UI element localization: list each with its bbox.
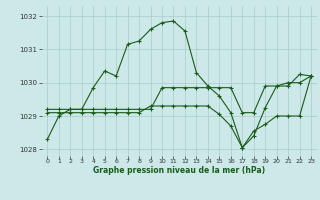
X-axis label: Graphe pression niveau de la mer (hPa): Graphe pression niveau de la mer (hPa) xyxy=(93,166,265,175)
